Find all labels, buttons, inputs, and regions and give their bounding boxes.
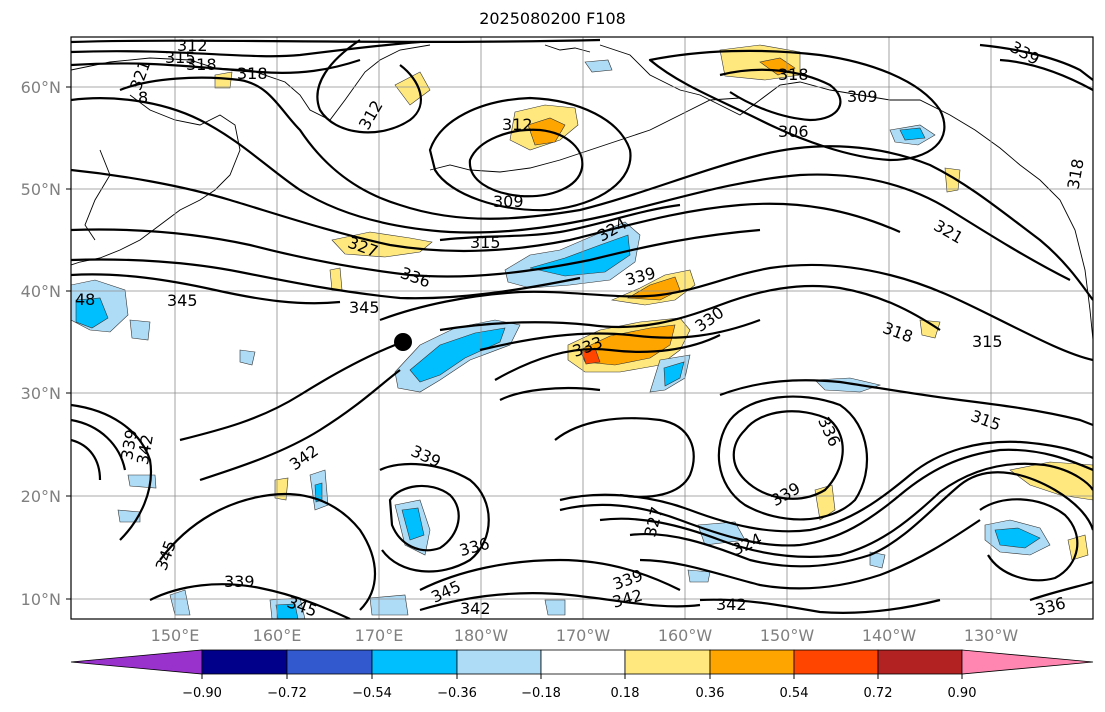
colorbar-label: −0.90 <box>182 686 222 701</box>
colorbar-segment <box>70 649 203 675</box>
contour-label: 309 <box>847 87 878 106</box>
shading-layer <box>71 44 1093 619</box>
location-marker <box>394 333 412 351</box>
contour-label: 8 <box>138 88 148 107</box>
colorbar-segment <box>540 649 626 675</box>
contour-label: 312 <box>502 115 533 134</box>
colorbar-label: 0.90 <box>948 686 977 701</box>
latitude-label: 60°N <box>21 78 61 97</box>
contour-label: 318 <box>778 65 809 84</box>
contour-label: 48 <box>75 290 95 309</box>
contour-label: 318 <box>186 55 217 74</box>
graticule <box>71 37 1093 619</box>
map-area <box>71 37 1093 619</box>
longitude-label: 180°W <box>454 626 509 645</box>
map-frame <box>70 36 1094 620</box>
longitude-label: 170°E <box>355 626 404 645</box>
theta-contours <box>71 38 1093 619</box>
contour-label: 306 <box>778 122 809 141</box>
latitude-label: 30°N <box>21 384 61 403</box>
contour-label: 309 <box>493 192 524 211</box>
longitude-label: 170°W <box>556 626 611 645</box>
latitude-label: 50°N <box>21 180 61 199</box>
colorbar <box>70 649 1094 675</box>
colorbar-segment <box>961 649 1094 675</box>
longitude-label: 150°W <box>760 626 815 645</box>
latitude-label: 10°N <box>21 590 61 609</box>
colorbar-segment <box>201 649 288 675</box>
colorbar-segment <box>793 649 879 675</box>
contour-label: 315 <box>470 233 501 252</box>
longitude-label: 160°E <box>253 626 302 645</box>
longitude-axis: 150°E 160°E 170°E 180°W 170°W 160°W 150°… <box>151 626 1019 645</box>
contour-label: 345 <box>167 291 198 310</box>
latitude-label: 20°N <box>21 487 61 506</box>
colorbar-label: 0.72 <box>864 686 893 701</box>
colorbar-segment <box>709 649 795 675</box>
map-title: 2025080200 F108 <box>479 9 626 28</box>
contour-label: 342 <box>460 599 491 618</box>
colorbar-segment <box>456 649 542 675</box>
colorbar-segment <box>286 649 373 675</box>
longitude-label: 130°W <box>964 626 1019 645</box>
latitude-label: 40°N <box>21 282 61 301</box>
contour-label: 339 <box>224 572 255 591</box>
colorbar-segment <box>624 649 711 675</box>
longitude-label: 140°W <box>862 626 917 645</box>
contour-label: 315 <box>972 332 1003 351</box>
colorbar-segment <box>371 649 458 675</box>
contour-label: 315 <box>165 48 196 67</box>
colorbar-label: −0.18 <box>521 686 561 701</box>
longitude-label: 160°W <box>658 626 713 645</box>
contour-label: 345 <box>349 298 380 317</box>
contour-label: 342 <box>716 595 747 614</box>
colorbar-label: −0.72 <box>267 686 307 701</box>
colorbar-segment <box>877 649 963 675</box>
latitude-axis: 60°N 50°N 40°N 30°N 20°N 10°N <box>21 78 71 609</box>
colorbar-label: 0.54 <box>780 686 809 701</box>
colorbar-ticks: −0.90 −0.72 −0.54 −0.36 −0.18 0.18 0.36 … <box>182 674 976 701</box>
colorbar-label: 0.18 <box>611 686 640 701</box>
contour-label: 312 <box>177 36 208 55</box>
colorbar-label: −0.36 <box>437 686 477 701</box>
colorbar-label: 0.36 <box>696 686 725 701</box>
contour-label: 318 <box>237 64 268 83</box>
colorbar-label: −0.54 <box>352 686 392 701</box>
longitude-label: 150°E <box>151 626 200 645</box>
